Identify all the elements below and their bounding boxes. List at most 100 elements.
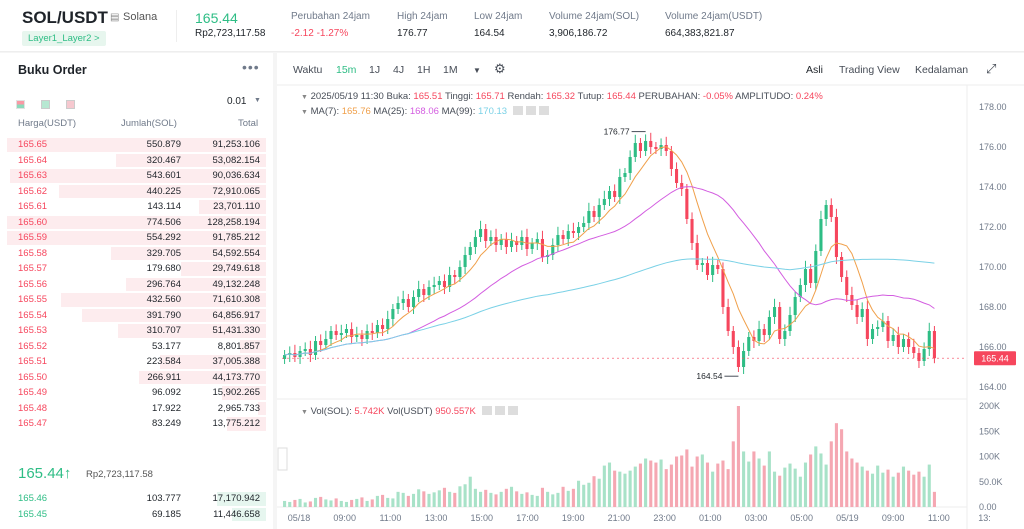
ask-total: 53,082.154 [212, 154, 260, 166]
interval-15m[interactable]: 15m [336, 64, 357, 76]
last-price-idr: Rp2,723,117.58 [195, 28, 266, 39]
volume-bar [752, 451, 756, 507]
view-asli[interactable]: Asli [806, 64, 823, 76]
chevron-down-icon[interactable]: ▼ [254, 97, 261, 104]
hide-icon[interactable] [494, 406, 505, 415]
bid-total: 11,446.658 [213, 508, 260, 520]
ask-row[interactable]: 165.63 543.601 90,036.634 [0, 168, 273, 184]
more-icon[interactable]: ••• [242, 59, 260, 75]
category-tag[interactable]: Layer1_Layer2 > [22, 31, 106, 46]
volume-bar [783, 467, 787, 507]
ask-row[interactable]: 165.48 17.922 2,965.733 [0, 401, 273, 417]
candle-body [840, 257, 844, 277]
candle-body [370, 331, 374, 333]
ask-row[interactable]: 165.49 96.092 15,902.265 [0, 385, 273, 401]
volume-bar [664, 469, 668, 507]
volume-bar [886, 469, 890, 507]
interval-4j[interactable]: 4J [393, 64, 405, 76]
ask-row[interactable]: 165.51 223.584 37,005.388 [0, 354, 273, 370]
view-sell-icon[interactable] [66, 100, 75, 109]
depth-bar [232, 507, 266, 521]
settings-icon[interactable] [512, 106, 523, 115]
ask-row[interactable]: 165.64 320.467 53,082.154 [0, 153, 273, 169]
ask-row[interactable]: 165.50 266.911 44,173.770 [0, 370, 273, 386]
stat-value: 176.77 [397, 28, 428, 39]
ask-row[interactable]: 165.62 440.225 72,910.065 [0, 184, 273, 200]
bid-total: 17,170.942 [212, 493, 260, 504]
stat-value: 664,383,821.87 [665, 28, 735, 39]
volume-bar [386, 497, 390, 507]
bid-row[interactable]: 165.46 103.777 17,170.942 [0, 491, 273, 507]
ask-price: 165.63 [18, 170, 48, 181]
gear-icon[interactable]: ⚙ [494, 61, 506, 76]
depth-bar [139, 370, 266, 384]
stat-low: Low 24jam 164.54 [474, 11, 522, 39]
volume-bar [355, 498, 359, 507]
candle-body [922, 349, 926, 361]
volume-bar [406, 495, 410, 507]
volume-bar [479, 491, 483, 507]
time-tick-label: 11:00 [379, 513, 401, 523]
ask-row[interactable]: 165.54 391.790 64,856.917 [0, 308, 273, 324]
hide-icon[interactable] [525, 106, 536, 115]
fullscreen-icon[interactable]: ⤢ [986, 61, 997, 76]
view-buy-icon[interactable] [41, 100, 50, 109]
ask-row[interactable]: 165.60 774.506 128,258.194 [0, 215, 273, 231]
candle-body [406, 299, 410, 307]
volume-bar [772, 471, 777, 507]
stat-label: Perubahan 24jam [291, 11, 370, 22]
volume-bar [711, 471, 715, 507]
ask-row[interactable]: 165.65 550.879 91,253.106 [0, 137, 273, 153]
ask-row[interactable]: 165.53 310.707 51,431.330 [0, 323, 273, 339]
ask-row[interactable]: 165.58 329.705 54,592.554 [0, 246, 273, 262]
close-icon[interactable] [538, 106, 549, 115]
vol-usdt-label: Vol(USDT) [387, 406, 433, 417]
ask-price: 165.61 [18, 201, 48, 212]
candle-body [417, 289, 421, 297]
candle-body [386, 319, 390, 329]
tick-size-select[interactable]: 0.01 [227, 96, 247, 107]
token-info-icon[interactable]: ▤ [110, 12, 120, 23]
candle-body [901, 339, 906, 347]
volume-tick-label: 100K [979, 452, 1000, 462]
interval-1j[interactable]: 1J [369, 64, 381, 76]
volume-bar [602, 465, 606, 507]
candle-body [834, 217, 838, 257]
volume-bar [819, 453, 823, 507]
ask-row[interactable]: 165.56 296.764 49,132.248 [0, 277, 273, 293]
ask-amount: 266.911 [147, 371, 181, 383]
candle-body [762, 329, 766, 335]
ask-row[interactable]: 165.57 179.680 29,749.618 [0, 261, 273, 277]
interval-more-icon[interactable]: ▼ [473, 66, 481, 75]
ask-row[interactable]: 165.61 143.114 23,701.110 [0, 199, 273, 215]
volume-bar [922, 476, 926, 507]
ask-row[interactable]: 165.52 53.177 8,801.857 [0, 339, 273, 355]
candle-body [489, 237, 493, 241]
depth-bar [126, 277, 266, 291]
view-tradingview[interactable]: Trading View [839, 64, 900, 76]
pair-symbol[interactable]: SOL/USDT [22, 8, 108, 27]
price-tick-label: 168.00 [979, 302, 1007, 312]
interval-1h[interactable]: 1H [417, 64, 431, 76]
settings-icon[interactable] [481, 406, 492, 415]
ask-row[interactable]: 165.55 432.560 71,610.308 [0, 292, 273, 308]
volume-bar [876, 465, 880, 507]
time-tick-label: 05:00 [790, 513, 813, 523]
candle-body [597, 205, 601, 217]
ask-row[interactable]: 165.59 554.292 91,785.212 [0, 230, 273, 246]
ohlc-low-label: Rendah: [507, 91, 544, 102]
time-tick-label: 05/19 [836, 513, 859, 523]
stat-label: Low 24jam [474, 11, 523, 22]
time-label[interactable]: Waktu [293, 64, 323, 76]
view-both-icon[interactable] [16, 100, 25, 109]
candle-body [669, 151, 673, 169]
depth-bar [111, 246, 266, 260]
ask-row[interactable]: 165.47 83.249 13,775.212 [0, 416, 273, 432]
candlestick-chart[interactable]: 178.00 176.00 174.00 172.00 170.00 168.00 166.… [277, 53, 1024, 529]
candle-body [613, 191, 617, 197]
interval-1m[interactable]: 1M [443, 64, 458, 76]
bid-row[interactable]: 165.45 69.185 11,446.658 [0, 507, 273, 523]
view-depth[interactable]: Kedalaman [915, 64, 969, 76]
candle-body [716, 265, 720, 269]
close-icon[interactable] [507, 406, 518, 415]
